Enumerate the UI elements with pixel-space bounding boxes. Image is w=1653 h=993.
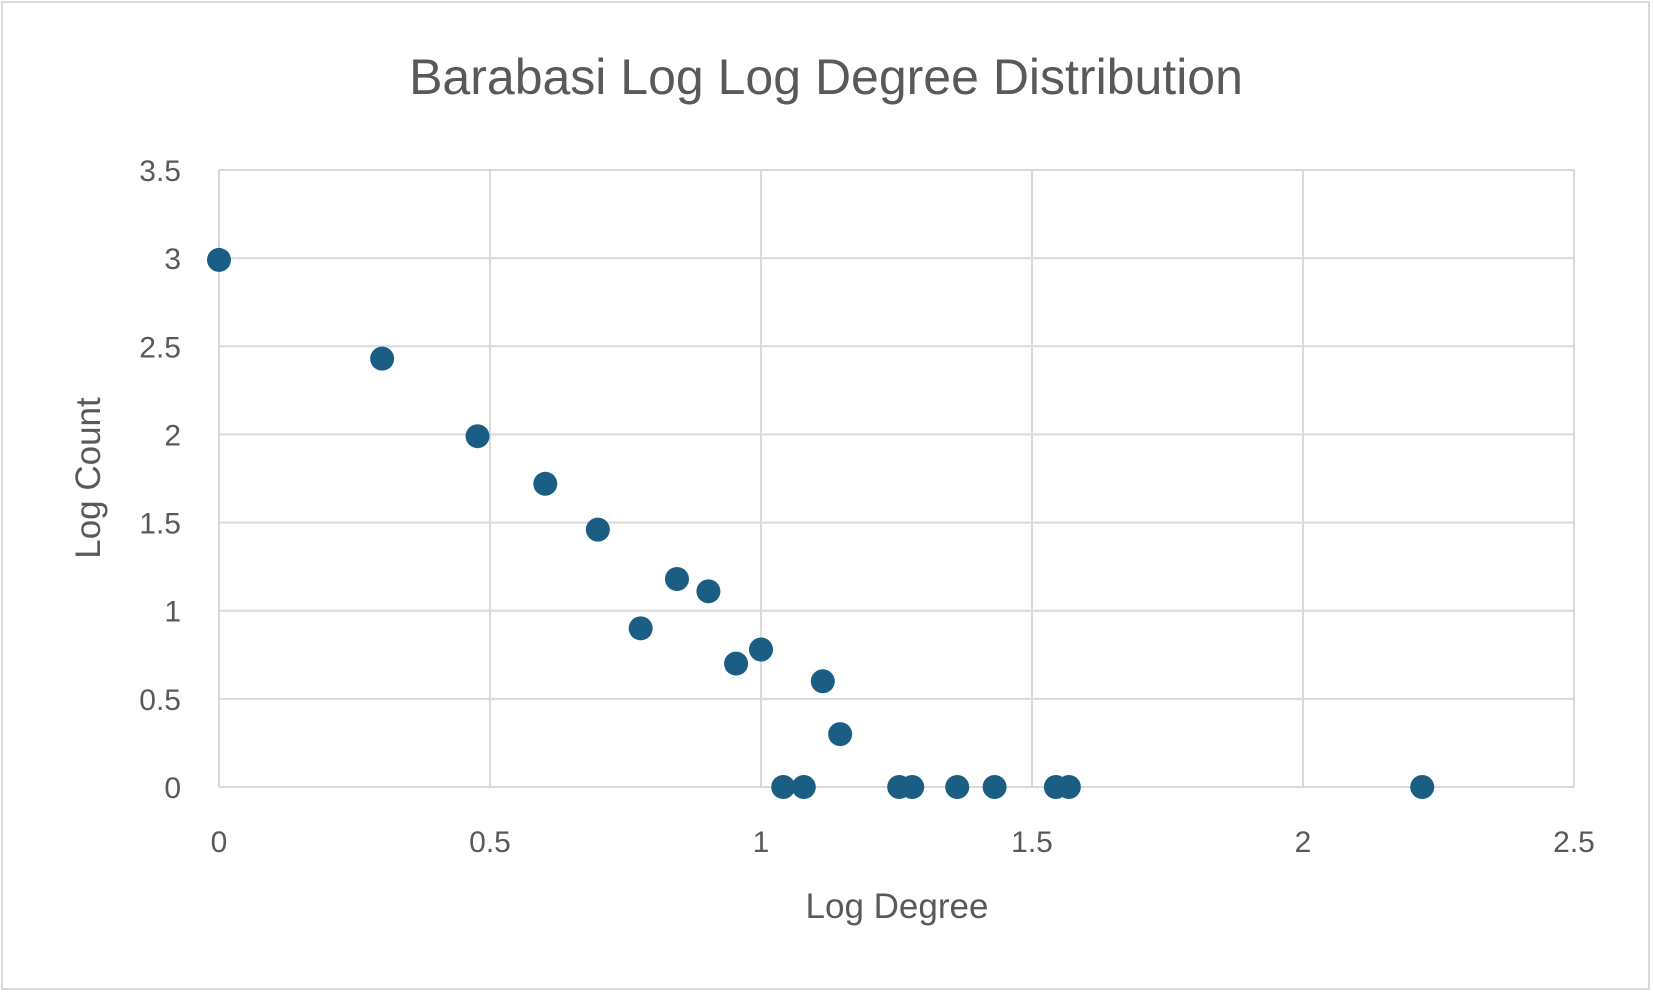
y-tick-label: 1.5: [139, 508, 181, 541]
data-point: [791, 775, 816, 799]
y-tick-label: 3.5: [139, 155, 181, 188]
y-tick-label: 3: [164, 243, 181, 276]
data-point: [945, 775, 970, 799]
data-point: [724, 651, 749, 676]
data-point: [749, 637, 773, 662]
x-tick-label: 0.5: [469, 826, 511, 859]
y-axis-title: Log Count: [69, 397, 108, 559]
y-tick-label: 1: [164, 596, 181, 629]
x-tick-label: 0: [211, 826, 228, 859]
data-point: [465, 424, 490, 449]
data-point: [533, 471, 558, 496]
x-axis-title: Log Degree: [806, 887, 989, 926]
data-point: [585, 517, 610, 542]
y-tick-label: 2.5: [139, 331, 181, 364]
data-point: [696, 579, 721, 604]
data-point: [207, 247, 231, 272]
gridlines: [218, 169, 1575, 788]
y-tick-label: 0.5: [139, 684, 181, 717]
y-tick-label: 0: [164, 772, 181, 805]
x-tick-label: 2: [1295, 826, 1312, 859]
data-point: [628, 616, 653, 641]
tick-labels: 0 0.5 1 1.5 2 2.5 3 3.5 0 0.5 1 1.5 2 2.5: [139, 155, 1595, 859]
chart-title: Barabasi Log Log Degree Distribution: [409, 49, 1243, 105]
data-point: [810, 669, 835, 694]
data-point: [982, 775, 1007, 799]
data-point: [1056, 775, 1081, 799]
x-tick-label: 1: [753, 826, 770, 859]
x-tick-label: 2.5: [1553, 826, 1595, 859]
y-tick-label: 2: [164, 419, 181, 452]
data-point: [1410, 775, 1435, 799]
data-point: [370, 346, 395, 371]
data-point: [771, 775, 796, 799]
data-point: [828, 722, 853, 747]
data-points: [207, 247, 1435, 799]
x-tick-label: 1.5: [1011, 826, 1053, 859]
data-point: [664, 566, 689, 591]
data-point: [900, 775, 925, 799]
